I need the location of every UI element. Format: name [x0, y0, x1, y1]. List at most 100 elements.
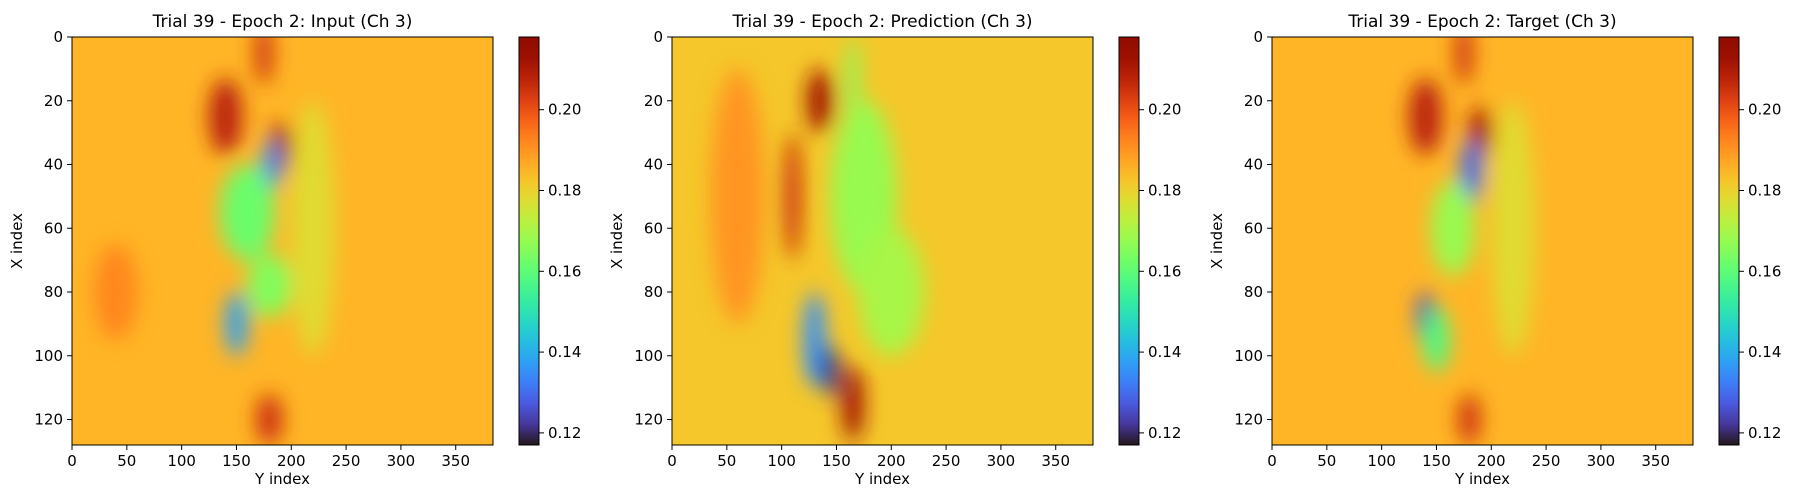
axes-frame [671, 36, 1094, 446]
heatmap-field [710, 37, 925, 442]
heatmap-feature-0 [255, 37, 273, 85]
colorbar-tick-label: 0.14 [1148, 343, 1181, 361]
heatmap-feature-1 [1409, 78, 1442, 155]
colorbar-tick-label: 0.20 [548, 101, 581, 119]
heatmap-feature-6 [841, 365, 864, 442]
x-tick-label: 150 [822, 452, 851, 470]
heatmap-feature-7 [858, 228, 925, 356]
x-tick-label: 100 [167, 452, 196, 470]
panel-input: Trial 39 - Epoch 2: Input (Ch 3) 0 50 100 15… [0, 0, 600, 500]
x-tick-label: 200 [277, 452, 306, 470]
colorbar [518, 36, 540, 446]
y-tick-label: 60 [1244, 219, 1263, 237]
x-tick-label: 50 [1317, 452, 1336, 470]
y-tick-label: 60 [644, 219, 663, 237]
x-tick-label: 250 [1532, 452, 1561, 470]
colorbar-tick-label: 0.18 [1148, 182, 1181, 200]
y-tick-label: 80 [44, 283, 63, 301]
y-tick-label: 80 [1244, 283, 1263, 301]
x-tick-label: 300 [387, 452, 416, 470]
heatmap-feature-9 [93, 244, 138, 340]
x-tick-label: 0 [67, 452, 77, 470]
x-tick-label: 150 [222, 452, 251, 470]
panel-target: Trial 39 - Epoch 2: Target (Ch 3) 0 50 100 1… [1200, 0, 1800, 500]
y-tick-label: 120 [634, 411, 663, 429]
heatmap-field [93, 37, 336, 445]
heatmap-field [1409, 37, 1536, 445]
heatmap-feature-1 [783, 132, 802, 261]
heatmap-feature-0 [806, 68, 834, 133]
y-axis-label: X index [8, 213, 26, 269]
colorbar-tick-label: 0.12 [1748, 424, 1781, 442]
x-tick-label: 200 [1477, 452, 1506, 470]
y-tick-label: 80 [644, 283, 663, 301]
x-tick-label: 350 [1641, 452, 1670, 470]
x-tick-label: 100 [1367, 452, 1396, 470]
x-tick-label: 0 [667, 452, 677, 470]
colorbar-tick-label: 0.14 [1748, 343, 1781, 361]
y-tick-label: 40 [644, 156, 663, 174]
chart-title: Trial 39 - Epoch 2: Prediction (Ch 3) [731, 12, 1032, 32]
colorbar [1718, 36, 1740, 446]
colorbar-tick-label: 0.16 [1148, 262, 1181, 280]
heatmap-feature-8 [291, 100, 336, 356]
x-tick-label: 50 [117, 452, 136, 470]
colorbar [1118, 36, 1140, 446]
y-tick-label: 120 [34, 411, 63, 429]
axes-frame [71, 36, 494, 446]
heatmap-feature-6 [225, 292, 248, 356]
heatmap-feature-7 [256, 394, 283, 445]
colorbar-tick-label: 0.18 [1748, 182, 1781, 200]
axes-frame [1271, 36, 1694, 446]
y-tick-label: 60 [44, 219, 63, 237]
heatmap-feature-8 [1491, 100, 1536, 356]
x-tick-label: 350 [1041, 452, 1070, 470]
colorbar-tick-label: 0.16 [548, 262, 581, 280]
y-tick-label: 20 [44, 92, 63, 110]
x-tick-label: 0 [1267, 452, 1277, 470]
heatmap-feature-1 [209, 78, 242, 155]
heatmap-feature-0 [1455, 37, 1473, 85]
y-tick-label: 0 [653, 28, 663, 46]
panel-prediction: Trial 39 - Epoch 2: Prediction (Ch 3) 0 50… [600, 0, 1200, 500]
y-axis-label: X index [608, 213, 626, 269]
x-tick-label: 200 [877, 452, 906, 470]
chart-target: Trial 39 - Epoch 2: Target (Ch 3) 0 50 100 1… [1208, 12, 1781, 488]
heatmap-feature-4 [1430, 180, 1475, 277]
x-tick-label: 300 [987, 452, 1016, 470]
heatmap-feature-7 [1458, 394, 1481, 445]
chart-title: Trial 39 - Epoch 2: Input (Ch 3) [152, 12, 413, 32]
y-tick-label: 20 [644, 92, 663, 110]
heatmap-background [72, 37, 493, 445]
heatmap-feature-5 [247, 253, 292, 318]
heatmap-feature-6 [1423, 307, 1450, 372]
y-tick-label: 0 [53, 28, 63, 46]
y-tick-label: 100 [34, 347, 63, 365]
y-axis-label: X index [1208, 213, 1226, 269]
x-tick-label: 300 [1587, 452, 1616, 470]
heatmap-feature-3 [1460, 139, 1483, 203]
y-tick-label: 100 [1234, 347, 1263, 365]
y-tick-label: 120 [1234, 411, 1263, 429]
chart-title: Trial 39 - Epoch 2: Target (Ch 3) [1347, 12, 1616, 32]
x-axis-label: Y index [854, 470, 910, 488]
colorbar-tick-label: 0.12 [1148, 424, 1181, 442]
x-tick-label: 250 [932, 452, 961, 470]
colorbar-tick-label: 0.12 [548, 424, 581, 442]
x-tick-label: 100 [767, 452, 796, 470]
x-tick-label: 350 [441, 452, 470, 470]
heatmap-background [1272, 37, 1693, 445]
chart-prediction: Trial 39 - Epoch 2: Prediction (Ch 3) 0 50… [608, 12, 1181, 488]
chart-input: Trial 39 - Epoch 2: Input (Ch 3) 0 50 100 15… [8, 12, 581, 488]
colorbar-tick-label: 0.20 [1148, 101, 1181, 119]
y-tick-label: 40 [44, 156, 63, 174]
y-tick-label: 20 [1244, 92, 1263, 110]
colorbar-tick-label: 0.16 [1748, 262, 1781, 280]
y-tick-label: 0 [1253, 28, 1263, 46]
y-tick-label: 100 [634, 347, 663, 365]
colorbar-tick-label: 0.14 [548, 343, 581, 361]
y-tick-label: 40 [1244, 156, 1263, 174]
x-tick-label: 50 [717, 452, 736, 470]
colorbar-tick-label: 0.20 [1748, 101, 1781, 119]
heatmap-feature-3 [262, 139, 281, 190]
